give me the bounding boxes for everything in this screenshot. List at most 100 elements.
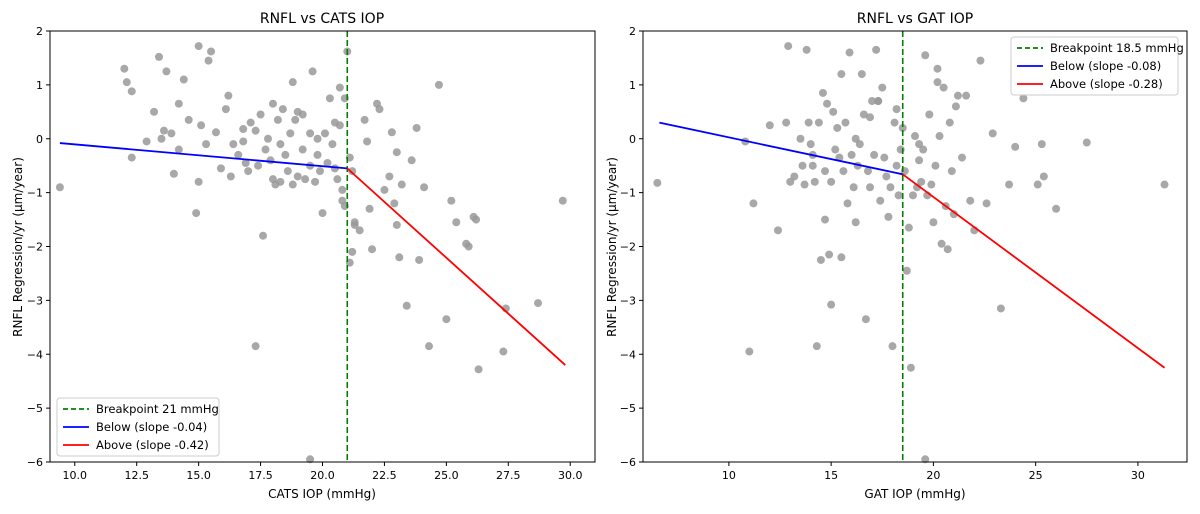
data-point: [804, 118, 813, 127]
data-point: [798, 161, 807, 170]
data-point: [150, 107, 159, 116]
data-point: [316, 167, 325, 176]
data-point: [831, 145, 840, 154]
data-point: [933, 78, 942, 87]
data-point: [246, 118, 255, 127]
data-point: [472, 215, 481, 224]
data-point: [174, 99, 183, 108]
data-point: [749, 199, 758, 208]
regression-line-above: [902, 173, 1166, 369]
data-point: [192, 209, 201, 218]
legend-entry-breakpoint-label: Breakpoint 21 mmHg: [96, 402, 219, 416]
data-point: [348, 247, 357, 256]
data-point: [229, 140, 238, 149]
data-point: [849, 183, 858, 192]
x-tick-label: 15: [824, 469, 838, 482]
data-point: [276, 177, 285, 186]
y-tick-label: −3: [27, 294, 43, 307]
data-point: [239, 125, 248, 134]
data-point: [412, 123, 421, 132]
data-point: [256, 110, 265, 119]
data-point: [939, 83, 948, 92]
data-point: [878, 83, 887, 92]
data-point: [866, 113, 875, 122]
data-point: [947, 167, 956, 176]
data-point: [273, 115, 282, 124]
y-axis-label: RNFL Regression/yr (µm/year): [605, 157, 619, 337]
data-point: [765, 121, 774, 130]
data-point: [837, 70, 846, 79]
data-point: [962, 91, 971, 100]
data-point: [806, 140, 815, 149]
data-point: [915, 140, 924, 149]
data-point: [876, 196, 885, 205]
data-point: [442, 315, 451, 324]
data-point: [773, 226, 782, 235]
data-point: [276, 140, 285, 149]
data-point: [474, 365, 483, 374]
x-tick-label: 25: [1029, 469, 1043, 482]
data-point: [841, 118, 850, 127]
data-point: [348, 167, 357, 176]
data-point: [825, 250, 834, 259]
data-point: [843, 199, 852, 208]
data-point: [298, 145, 307, 154]
y-axis-label: RNFL Regression/yr (µm/year): [11, 157, 25, 337]
chart-title: RNFL vs GAT IOP: [857, 11, 973, 27]
data-point: [821, 215, 830, 224]
data-point: [845, 48, 854, 57]
data-point: [226, 172, 235, 181]
data-point: [894, 191, 903, 200]
legend-entry-above-label: Above (slope -0.42): [96, 438, 209, 452]
data-point: [808, 161, 817, 170]
data-point: [288, 180, 297, 189]
data-point: [184, 115, 193, 124]
data-point: [988, 129, 997, 138]
data-point: [308, 67, 317, 76]
data-point: [833, 123, 842, 132]
data-point: [241, 158, 250, 167]
y-tick-label: −6: [620, 456, 636, 469]
data-point: [863, 167, 872, 176]
chart-panel-gat: RNFL vs GAT IOP GAT IOP (mmHg) RNFL Regr…: [605, 11, 1188, 501]
data-point: [264, 134, 272, 143]
data-point: [874, 97, 883, 106]
data-point: [197, 121, 206, 130]
x-tick-label: 30.0: [558, 469, 583, 482]
data-point: [921, 455, 930, 464]
data-point: [904, 223, 913, 232]
x-tick-label: 20: [926, 469, 940, 482]
legend-entry-below-label: Below (slope -0.04): [96, 420, 207, 434]
data-point: [534, 299, 543, 308]
x-tick-label: 10: [722, 469, 736, 482]
data-point: [397, 180, 406, 189]
plot-area: 10.0 12.5 15.0 17.5 20.0 22.5 25.0 27.5 30.0 2 1 0 −…: [27, 25, 596, 482]
data-point: [902, 266, 911, 275]
data-point: [120, 64, 129, 73]
data-point: [350, 218, 359, 227]
data-point: [122, 78, 131, 87]
data-point: [157, 134, 166, 143]
chart-title: RNFL vs CATS IOP: [260, 11, 384, 27]
legend: Breakpoint 18.5 mmHg Below (slope -0.08) A…: [1010, 36, 1184, 96]
data-point: [204, 56, 213, 65]
data-point: [244, 167, 253, 176]
data-point: [851, 218, 860, 227]
data-point: [268, 99, 277, 108]
data-point: [387, 128, 396, 137]
data-point: [886, 183, 895, 192]
axes-frame: [49, 30, 596, 463]
data-point: [325, 94, 334, 103]
legend-entry-above-label: Above (slope -0.28): [1050, 77, 1163, 91]
x-tick-label: 30: [1131, 469, 1145, 482]
legend-entry-breakpoint-label: Breakpoint 18.5 mmHg: [1050, 41, 1184, 55]
x-tick-label: 20.0: [310, 469, 335, 482]
data-point: [827, 177, 836, 186]
data-point: [951, 102, 960, 111]
data-point: [392, 148, 401, 157]
data-point: [866, 183, 875, 192]
data-point: [925, 110, 934, 119]
y-tick-label: 0: [629, 133, 636, 146]
data-point: [1033, 180, 1042, 189]
data-point: [816, 255, 825, 264]
